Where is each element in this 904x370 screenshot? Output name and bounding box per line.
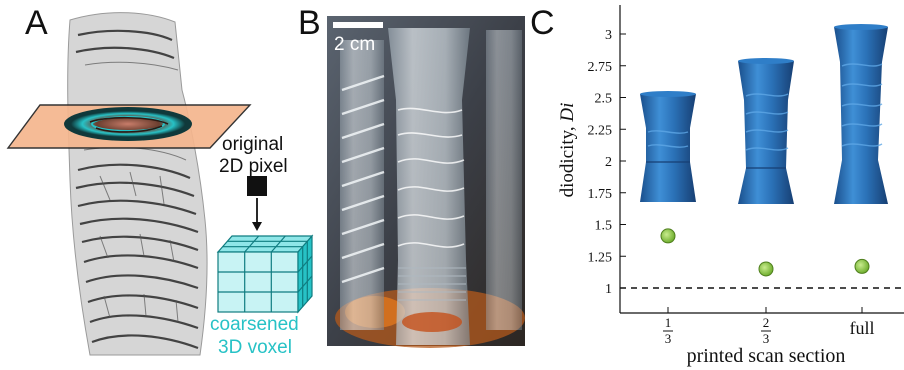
spiral-tube [340, 40, 385, 330]
pixel-square [247, 176, 267, 196]
x-tick-label-fraction: 13 [663, 315, 673, 346]
y-tick-label: 1 [605, 282, 612, 297]
right-tube [486, 30, 522, 330]
y-tick-label: 2.25 [588, 123, 613, 138]
y-axis-label: diodicity, Di [557, 103, 578, 198]
data-point [854, 258, 870, 274]
x-tick-label-fraction: 23 [761, 315, 771, 346]
y-tick-label: 2.5 [595, 92, 613, 107]
y-tick-label: 3 [605, 28, 612, 43]
x-axis-label: printed scan section [687, 345, 846, 367]
y-tick-label: 1.25 [588, 250, 613, 265]
y-axis-label-text: diodicity, [557, 122, 578, 198]
y-tick-label: 1.5 [595, 219, 613, 234]
scale-bar [333, 22, 383, 28]
cross-section-slice [64, 107, 192, 141]
fraction-numerator: 1 [665, 315, 672, 330]
inset-geometry-two-thirds [738, 58, 794, 204]
shell-scan-image [67, 12, 208, 356]
voxel-cube [216, 234, 314, 314]
inset-geometry-full [834, 24, 888, 204]
fraction-denominator: 3 [665, 331, 672, 346]
panel-c-letter: C [530, 4, 555, 42]
y-tick-label: 2 [605, 155, 612, 170]
panel-b-letter: B [298, 4, 321, 42]
voxel-label-line2: 3D voxel [218, 337, 292, 358]
x-tick-label-full: full [850, 318, 875, 338]
data-point [660, 228, 676, 244]
panel-a-letter: A [25, 4, 48, 42]
y-axis-label-symbol: Di [557, 103, 578, 123]
panel-a: original 2D pixel [6, 12, 314, 358]
pixel-label-line1: original [222, 134, 283, 155]
y-tick-label: 1.75 [588, 187, 613, 202]
pixel-label-line2: 2D pixel [219, 156, 288, 177]
inset-geometry-one-third [640, 91, 696, 202]
scale-bar-label: 2 cm [334, 34, 375, 55]
voxel-label-line1: coarsened [210, 314, 299, 335]
y-tick-label: 2.75 [588, 60, 613, 75]
printed-diode-tube [388, 28, 470, 345]
panel-b-photo: 2 cm [327, 16, 525, 348]
data-point [758, 261, 774, 277]
fraction-denominator: 3 [763, 331, 770, 346]
fraction-numerator: 2 [763, 315, 770, 330]
